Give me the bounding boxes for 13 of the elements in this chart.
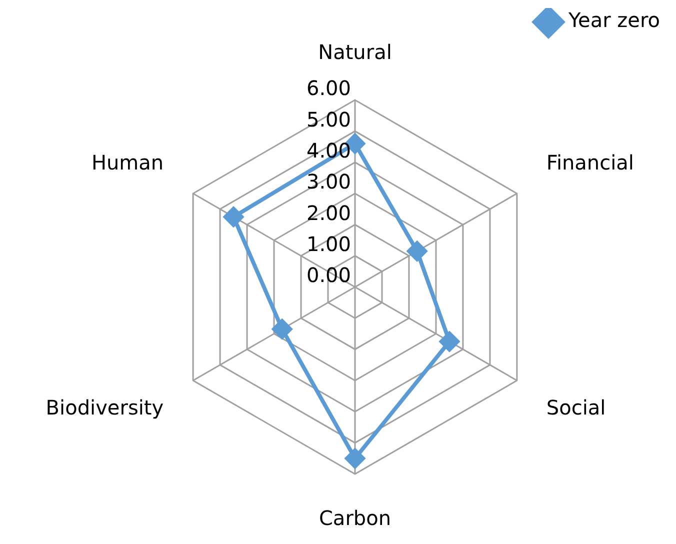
spoke-label: Natural bbox=[318, 40, 392, 64]
y-tick-label: 6.00 bbox=[306, 76, 351, 100]
y-tick-label: 2.00 bbox=[306, 200, 351, 225]
y-tick-label: 0.00 bbox=[306, 263, 351, 288]
y-tick-label: 1.00 bbox=[306, 232, 351, 256]
spoke-label: Social bbox=[546, 396, 606, 420]
y-tick-label: 3.00 bbox=[306, 170, 351, 194]
y-tick-label: 5.00 bbox=[306, 107, 351, 132]
spoke-label: Biodiversity bbox=[46, 396, 164, 420]
spoke-label: Human bbox=[91, 150, 164, 175]
spoke-label: Financial bbox=[546, 150, 634, 175]
spoke-label: Carbon bbox=[318, 506, 392, 530]
legend-label: Year zero bbox=[567, 8, 660, 32]
